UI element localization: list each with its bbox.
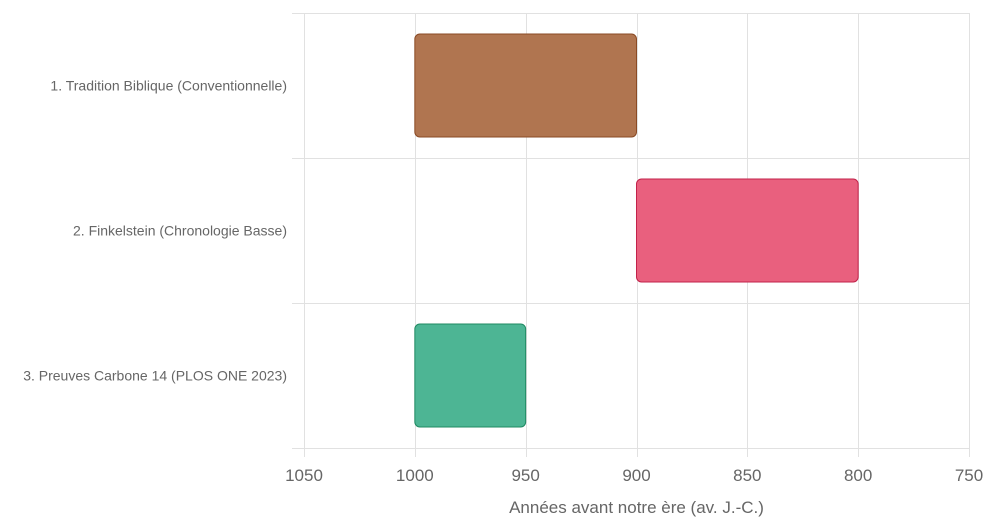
bar: [414, 323, 527, 428]
x-tick-label: 950: [511, 466, 539, 485]
x-axis-title: Années avant notre ère (av. J.-C.): [509, 498, 764, 517]
x-tick-label: 1000: [396, 466, 434, 485]
x-tick-label: 1050: [285, 466, 323, 485]
x-tick-label: 750: [955, 466, 983, 485]
x-tick-labels: 1050 1000 950 900 850 800 750: [285, 466, 983, 485]
category-label: 1. Tradition Biblique (Conventionnelle): [50, 78, 287, 94]
category-label: 2. Finkelstein (Chronologie Basse): [73, 223, 287, 239]
bar: [636, 178, 859, 283]
category-label: 3. Preuves Carbone 14 (PLOS ONE 2023): [23, 368, 287, 384]
x-tick-label: 850: [733, 466, 761, 485]
x-tick-label: 800: [844, 466, 872, 485]
category-labels: 1. Tradition Biblique (Conventionnelle) …: [23, 78, 287, 384]
x-tick-label: 900: [622, 466, 650, 485]
bar: [414, 33, 638, 138]
bars: [414, 33, 859, 428]
